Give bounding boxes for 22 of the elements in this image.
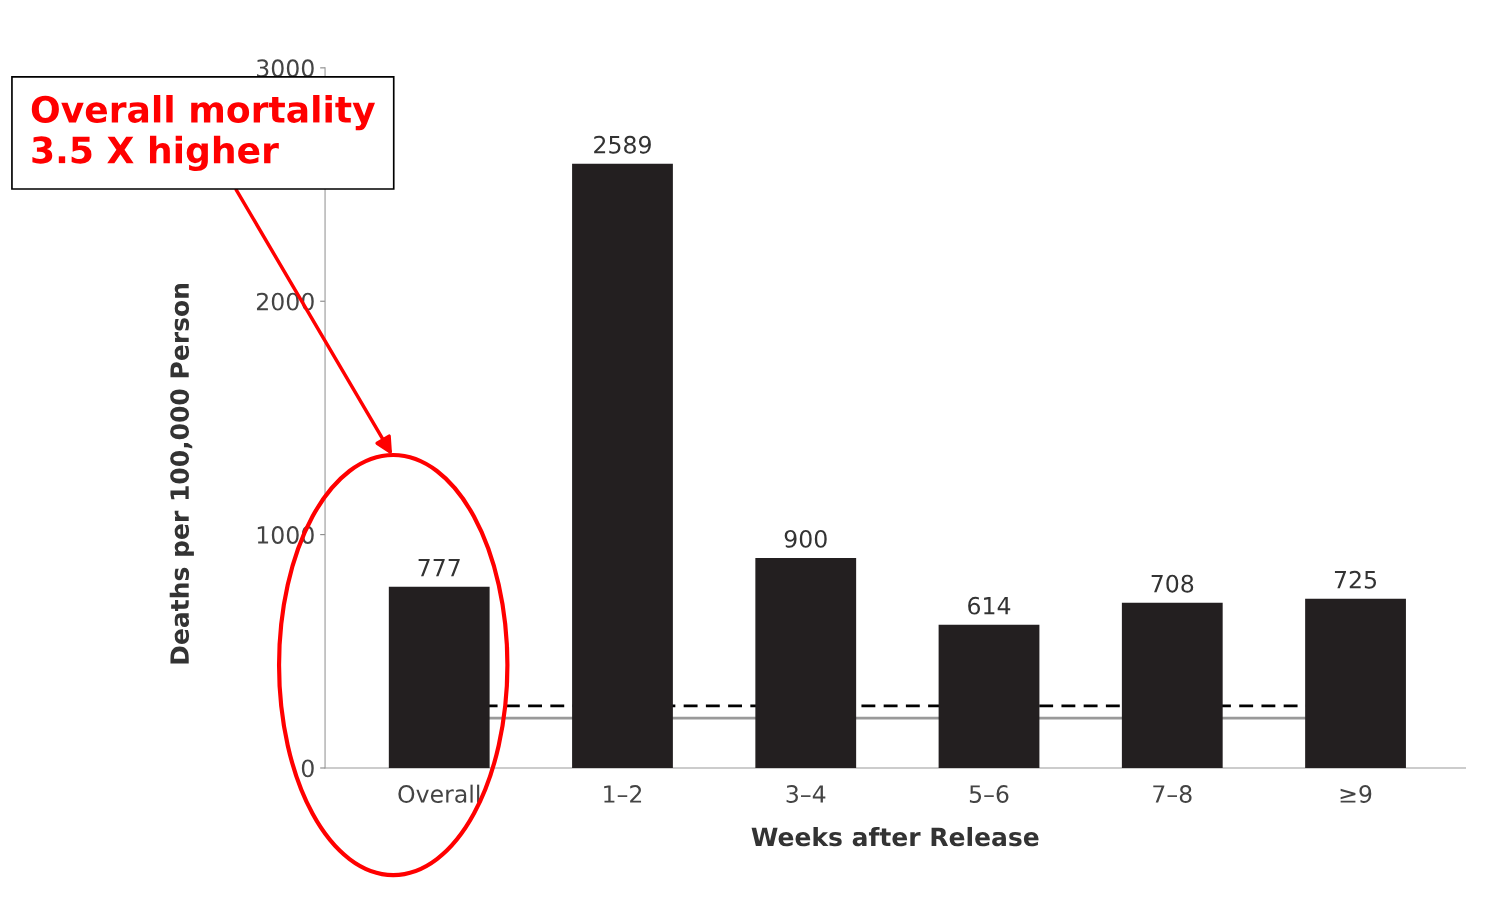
data-label: 614 (968, 596, 1011, 615)
data-label: 2589 (594, 135, 651, 154)
y-axis-title: Deaths per 100,000 Person (169, 283, 194, 664)
x-axis-title: Weeks after Release (751, 826, 1039, 847)
bar (388, 586, 490, 768)
bar (572, 163, 673, 768)
data-label: 708 (1151, 574, 1194, 593)
data-label: 777 (418, 558, 460, 577)
x-tick-label: 7–8 (1153, 785, 1192, 803)
x-tick-label: 5–6 (969, 785, 1009, 803)
data-label: 725 (1334, 570, 1377, 589)
bar (938, 624, 1040, 768)
bar (755, 557, 857, 768)
x-tick-label: Overall (398, 784, 480, 803)
bar (1121, 602, 1223, 768)
y-tick-label: 0 (301, 759, 314, 778)
x-tick-label: 1–2 (604, 785, 642, 803)
text: Overall mortality 3.5 X higher (31, 94, 376, 171)
bar (1305, 598, 1406, 768)
x-tick-label: 3–4 (786, 785, 826, 803)
x-tick-label: ≥9 (1340, 785, 1372, 803)
data-label: 900 (784, 529, 827, 548)
